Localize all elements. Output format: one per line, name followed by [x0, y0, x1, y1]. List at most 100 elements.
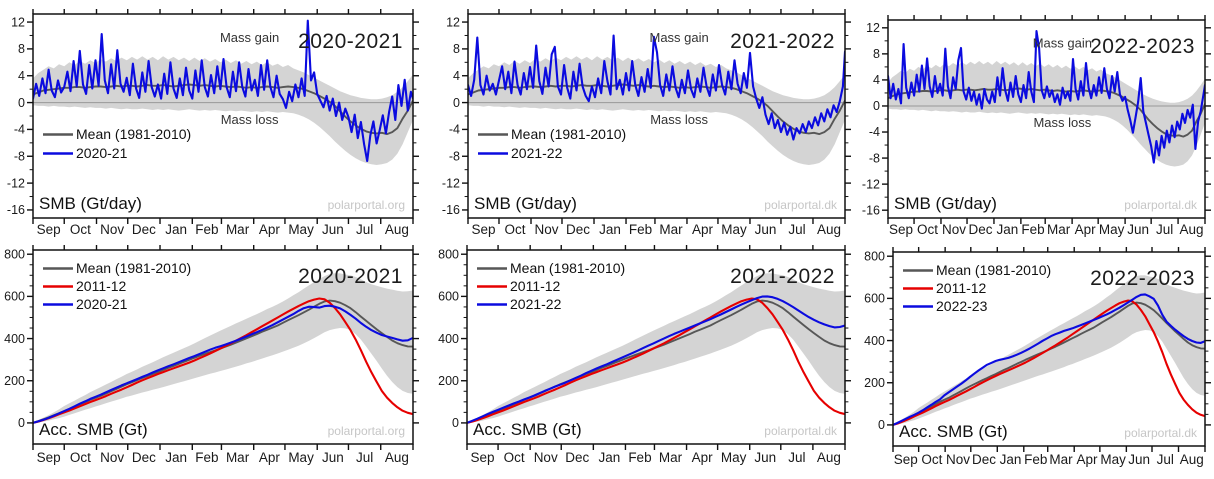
month-label: May — [288, 450, 314, 465]
month-label: Jan — [165, 222, 187, 237]
month-label: Jan — [997, 222, 1019, 237]
legend: Mean (1981-2010) 2011-12 2021-22 — [477, 260, 625, 312]
record-year-line — [467, 297, 845, 424]
month-label: Feb — [195, 222, 218, 237]
month-label: Feb — [1021, 222, 1044, 237]
chart-acc-smb-2020-2021: 800 600 400 200 0 Sep Oct Nov Dec Jan Feb Mar Apr May… — [4, 245, 419, 465]
axis-units-label: Acc. SMB (Gt) — [473, 420, 582, 439]
plot-area — [33, 273, 413, 424]
month-label: Aug — [385, 450, 409, 465]
std-band — [888, 61, 1205, 167]
month-label: Jul — [1157, 452, 1174, 467]
month-label: Dec — [968, 222, 992, 237]
month-label: Aug — [1180, 222, 1204, 237]
chart-title: 2020-2021 — [298, 265, 403, 288]
y-tick-labels: 12 8 4 0 -4 -8 -12 -16 — [7, 15, 25, 217]
chart-title: 2020-2021 — [298, 30, 403, 53]
month-label: Feb — [1024, 452, 1047, 467]
chart-acc-smb-2022-2023: 800 600 400 200 0 Sep Oct Nov Dec Jan Feb Mar Apr May… — [864, 247, 1211, 467]
month-label: Nov — [534, 222, 558, 237]
axis-ticks — [27, 245, 419, 450]
chart-title: 2022-2023 — [1090, 35, 1195, 58]
axis-ticks — [27, 9, 419, 224]
watermark: polarportal.dk — [764, 198, 838, 212]
month-label: Jun — [754, 450, 776, 465]
month-label: Mar — [1047, 222, 1071, 237]
month-label: Jan — [599, 450, 621, 465]
month-label: Aug — [1180, 452, 1204, 467]
month-label: Oct — [917, 222, 938, 237]
mass-loss-label: Mass loss — [1033, 115, 1091, 130]
legend-label: Mean (1981-2010) — [936, 262, 1051, 278]
month-label: Sep — [37, 222, 61, 237]
y-tick-label: 800 — [4, 247, 25, 261]
month-label: Sep — [894, 452, 918, 467]
legend-label: 2022-23 — [936, 298, 988, 314]
month-label: Apr — [692, 222, 714, 237]
month-label: Nov — [534, 450, 558, 465]
legend-label: Mean (1981-2010) — [511, 126, 626, 142]
month-label: Mar — [659, 222, 683, 237]
plot-area — [893, 275, 1205, 426]
month-label: Sep — [471, 222, 495, 237]
mass-gain-label: Mass gain — [649, 30, 708, 45]
current-year-line — [33, 19, 413, 163]
month-label: Apr — [692, 450, 714, 465]
y-tick-labels: 12 8 4 0 -4 -8 -12 -16 — [862, 21, 880, 217]
axis-units-label: SMB (Gt/day) — [894, 194, 997, 213]
watermark: polarportal.dk — [764, 424, 838, 438]
x-month-labels: Sep Oct Nov Dec Jan Feb Mar Apr May Jun Jul Aug — [889, 222, 1204, 237]
y-tick-labels: 800 600 400 200 0 — [864, 249, 885, 432]
month-label: Feb — [629, 222, 652, 237]
current-year-line — [33, 304, 413, 424]
month-label: Jul — [1156, 222, 1173, 237]
current-year-line — [467, 295, 845, 424]
legend: Mean (1981-2010) 2011-12 2022-23 — [903, 262, 1051, 314]
mass-gain-label: Mass gain — [220, 30, 279, 45]
month-label: Sep — [471, 450, 495, 465]
y-tick-labels: 800 600 400 200 0 — [4, 247, 25, 430]
x-month-labels: Sep Oct Nov Dec Jan Feb Mar Apr May Jun Jul Aug — [471, 222, 841, 237]
y-tick-labels: 800 600 400 200 0 — [438, 247, 459, 430]
y-tick-label: 0 — [873, 99, 880, 113]
y-tick-label: 600 — [438, 290, 459, 304]
y-tick-label: 8 — [18, 42, 25, 56]
month-label: Jan — [1000, 452, 1022, 467]
chart-acc-smb-2021-2022: 800 600 400 200 0 Sep Oct Nov Dec Jan Feb Mar Apr May… — [438, 245, 851, 465]
axis-ticks — [461, 245, 851, 450]
axis-ticks — [887, 247, 1211, 452]
y-tick-label: -4 — [869, 125, 880, 139]
watermark: polarportal.org — [328, 424, 405, 438]
legend-label: 2011-12 — [510, 278, 561, 294]
month-label: May — [721, 450, 747, 465]
mass-loss-label: Mass loss — [650, 112, 708, 127]
y-tick-label: 12 — [11, 15, 25, 29]
month-label: Apr — [259, 222, 281, 237]
y-tick-label: 4 — [453, 69, 460, 83]
axis-box — [466, 249, 846, 445]
legend: Mean (1981-2010) 2020-21 — [43, 126, 191, 161]
month-label: Jan — [165, 450, 187, 465]
y-tick-label: 800 — [864, 249, 885, 263]
legend-label: 2020-21 — [76, 296, 128, 312]
legend: Mean (1981-2010) 2021-22 — [478, 126, 626, 161]
month-label: Jul — [788, 450, 805, 465]
y-tick-label: 400 — [438, 332, 459, 346]
month-label: Dec — [566, 222, 590, 237]
month-label: Oct — [921, 452, 942, 467]
axis-units-label: SMB (Gt/day) — [39, 194, 142, 213]
plot-area — [468, 34, 845, 165]
month-label: Mar — [659, 450, 683, 465]
axis-units-label: Acc. SMB (Gt) — [39, 420, 148, 439]
y-tick-label: 600 — [4, 290, 25, 304]
y-tick-label: -16 — [442, 203, 460, 217]
month-label: May — [288, 222, 314, 237]
x-month-labels: Sep Oct Nov Dec Jan Feb Mar Apr May Jun Jul Aug — [894, 452, 1204, 467]
y-tick-label: -4 — [14, 123, 25, 137]
legend-label: 2021-22 — [510, 296, 562, 312]
y-tick-label: -4 — [449, 123, 460, 137]
month-label: Nov — [100, 450, 124, 465]
